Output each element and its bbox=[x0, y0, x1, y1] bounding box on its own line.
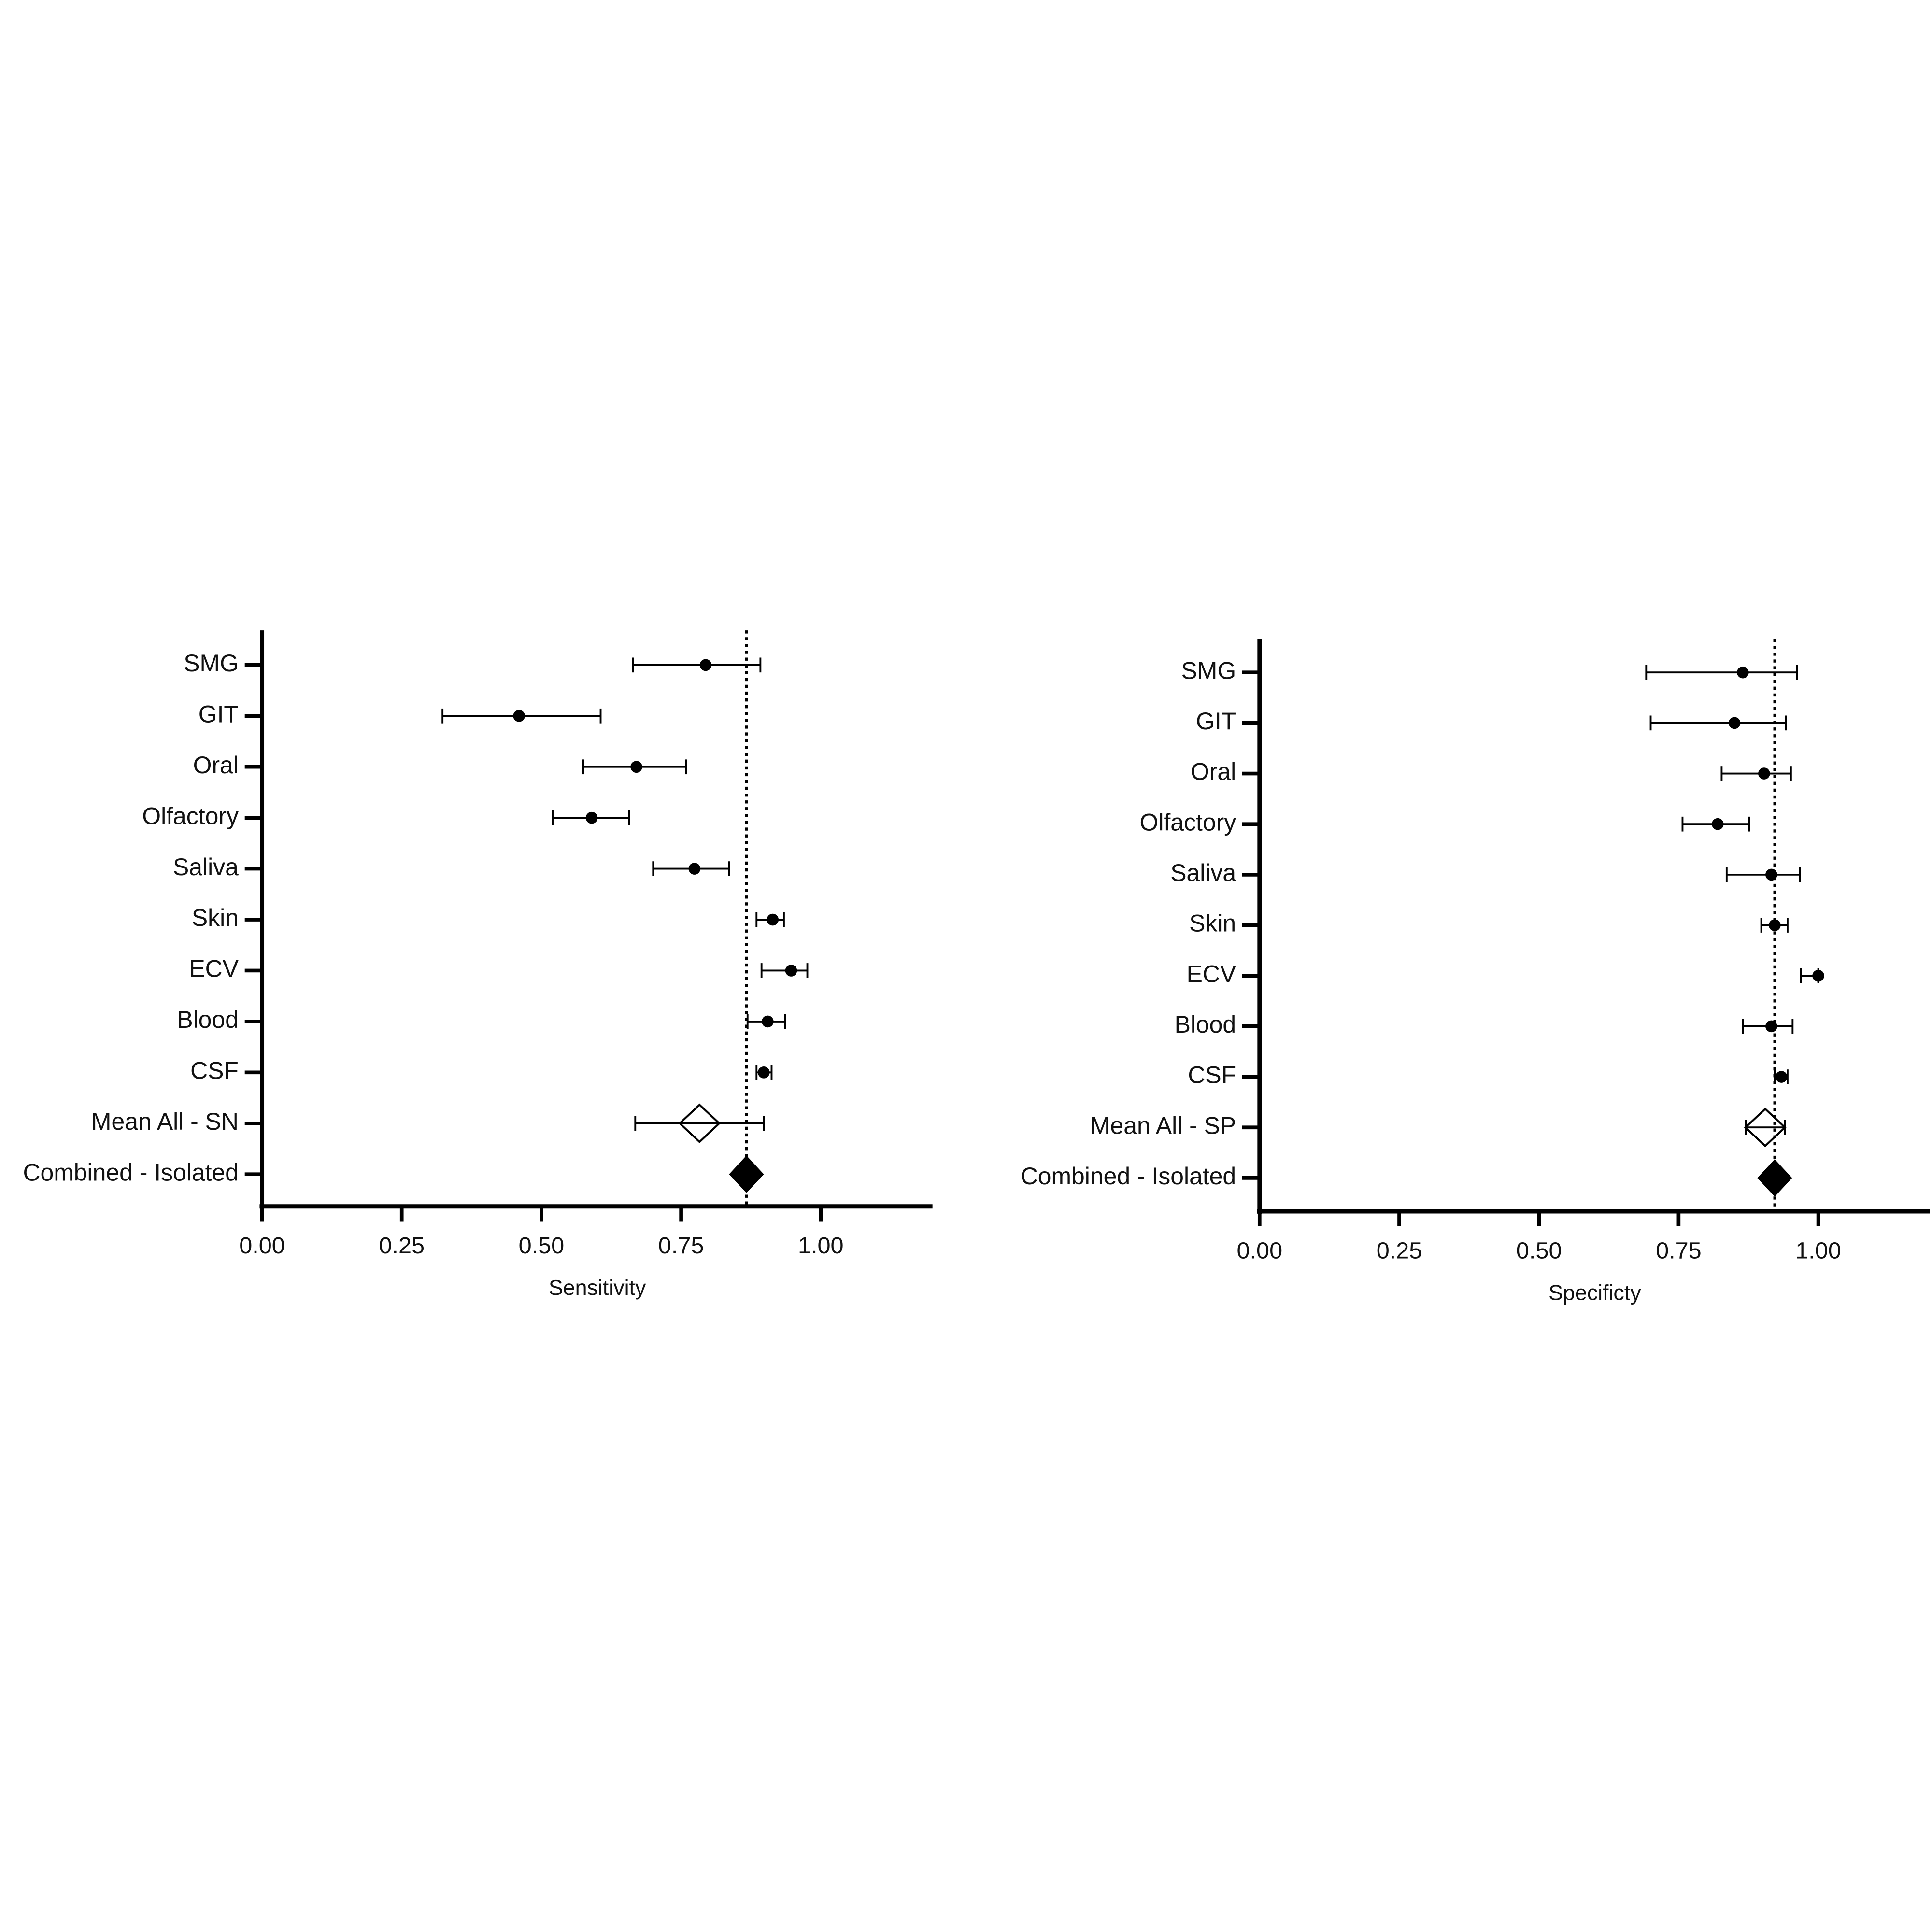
category-label: ECV bbox=[189, 955, 239, 982]
x-tick-label: 0.50 bbox=[519, 1233, 565, 1259]
category-label: Saliva bbox=[173, 853, 239, 881]
category-label: Combined - Isolated bbox=[23, 1159, 238, 1186]
point bbox=[1758, 767, 1770, 780]
point bbox=[1769, 919, 1781, 931]
x-tick-label: 0.25 bbox=[1377, 1237, 1422, 1264]
point bbox=[1775, 1071, 1788, 1083]
open-diamond bbox=[1744, 1108, 1787, 1148]
category-label: Skin bbox=[192, 904, 239, 931]
category-label: Blood bbox=[177, 1006, 239, 1033]
category-label: Saliva bbox=[1170, 859, 1236, 886]
x-tick-label: 0.00 bbox=[1237, 1237, 1283, 1264]
point bbox=[513, 710, 525, 722]
open-diamond bbox=[678, 1103, 721, 1143]
category-label: CSF bbox=[190, 1057, 239, 1084]
category-label: Olfactory bbox=[142, 802, 239, 829]
point bbox=[762, 1015, 774, 1028]
x-tick-label: 0.25 bbox=[379, 1233, 425, 1259]
category-label: ECV bbox=[1187, 960, 1236, 987]
x-axis-title: Sensitivity bbox=[549, 1276, 646, 1300]
point bbox=[1728, 717, 1741, 729]
category-label: SMG bbox=[1181, 657, 1236, 684]
point bbox=[785, 965, 797, 977]
category-label: CSF bbox=[1188, 1062, 1236, 1089]
filled-diamond bbox=[1757, 1159, 1792, 1197]
x-axis-title: Specificty bbox=[1548, 1280, 1641, 1305]
point bbox=[1712, 818, 1724, 830]
category-label: GIT bbox=[199, 700, 239, 727]
point bbox=[1765, 868, 1777, 881]
category-label: Oral bbox=[193, 752, 239, 779]
point bbox=[630, 761, 642, 773]
point bbox=[1737, 666, 1749, 679]
point bbox=[1812, 969, 1824, 982]
category-label: Skin bbox=[1189, 910, 1236, 937]
category-label: Mean All - SN bbox=[91, 1108, 239, 1135]
category-label: Oral bbox=[1191, 758, 1236, 785]
point bbox=[688, 863, 701, 875]
point bbox=[699, 659, 712, 671]
x-tick-label: 1.00 bbox=[798, 1233, 844, 1259]
point bbox=[767, 913, 779, 926]
x-tick-label: 0.75 bbox=[1656, 1237, 1702, 1264]
point bbox=[1765, 1020, 1777, 1033]
point bbox=[585, 811, 598, 824]
x-tick-label: 0.75 bbox=[658, 1233, 704, 1259]
x-tick-label: 0.50 bbox=[1516, 1237, 1562, 1264]
filled-diamond bbox=[729, 1155, 764, 1193]
category-label: Mean All - SP bbox=[1090, 1112, 1236, 1139]
x-tick-label: 1.00 bbox=[1795, 1237, 1841, 1264]
x-tick-label: 0.00 bbox=[239, 1233, 285, 1259]
category-label: Combined - Isolated bbox=[1021, 1163, 1236, 1190]
category-label: Blood bbox=[1175, 1011, 1236, 1038]
category-label: SMG bbox=[184, 650, 239, 677]
category-label: Olfactory bbox=[1140, 809, 1236, 836]
category-label: GIT bbox=[1196, 708, 1236, 735]
point bbox=[758, 1066, 770, 1079]
